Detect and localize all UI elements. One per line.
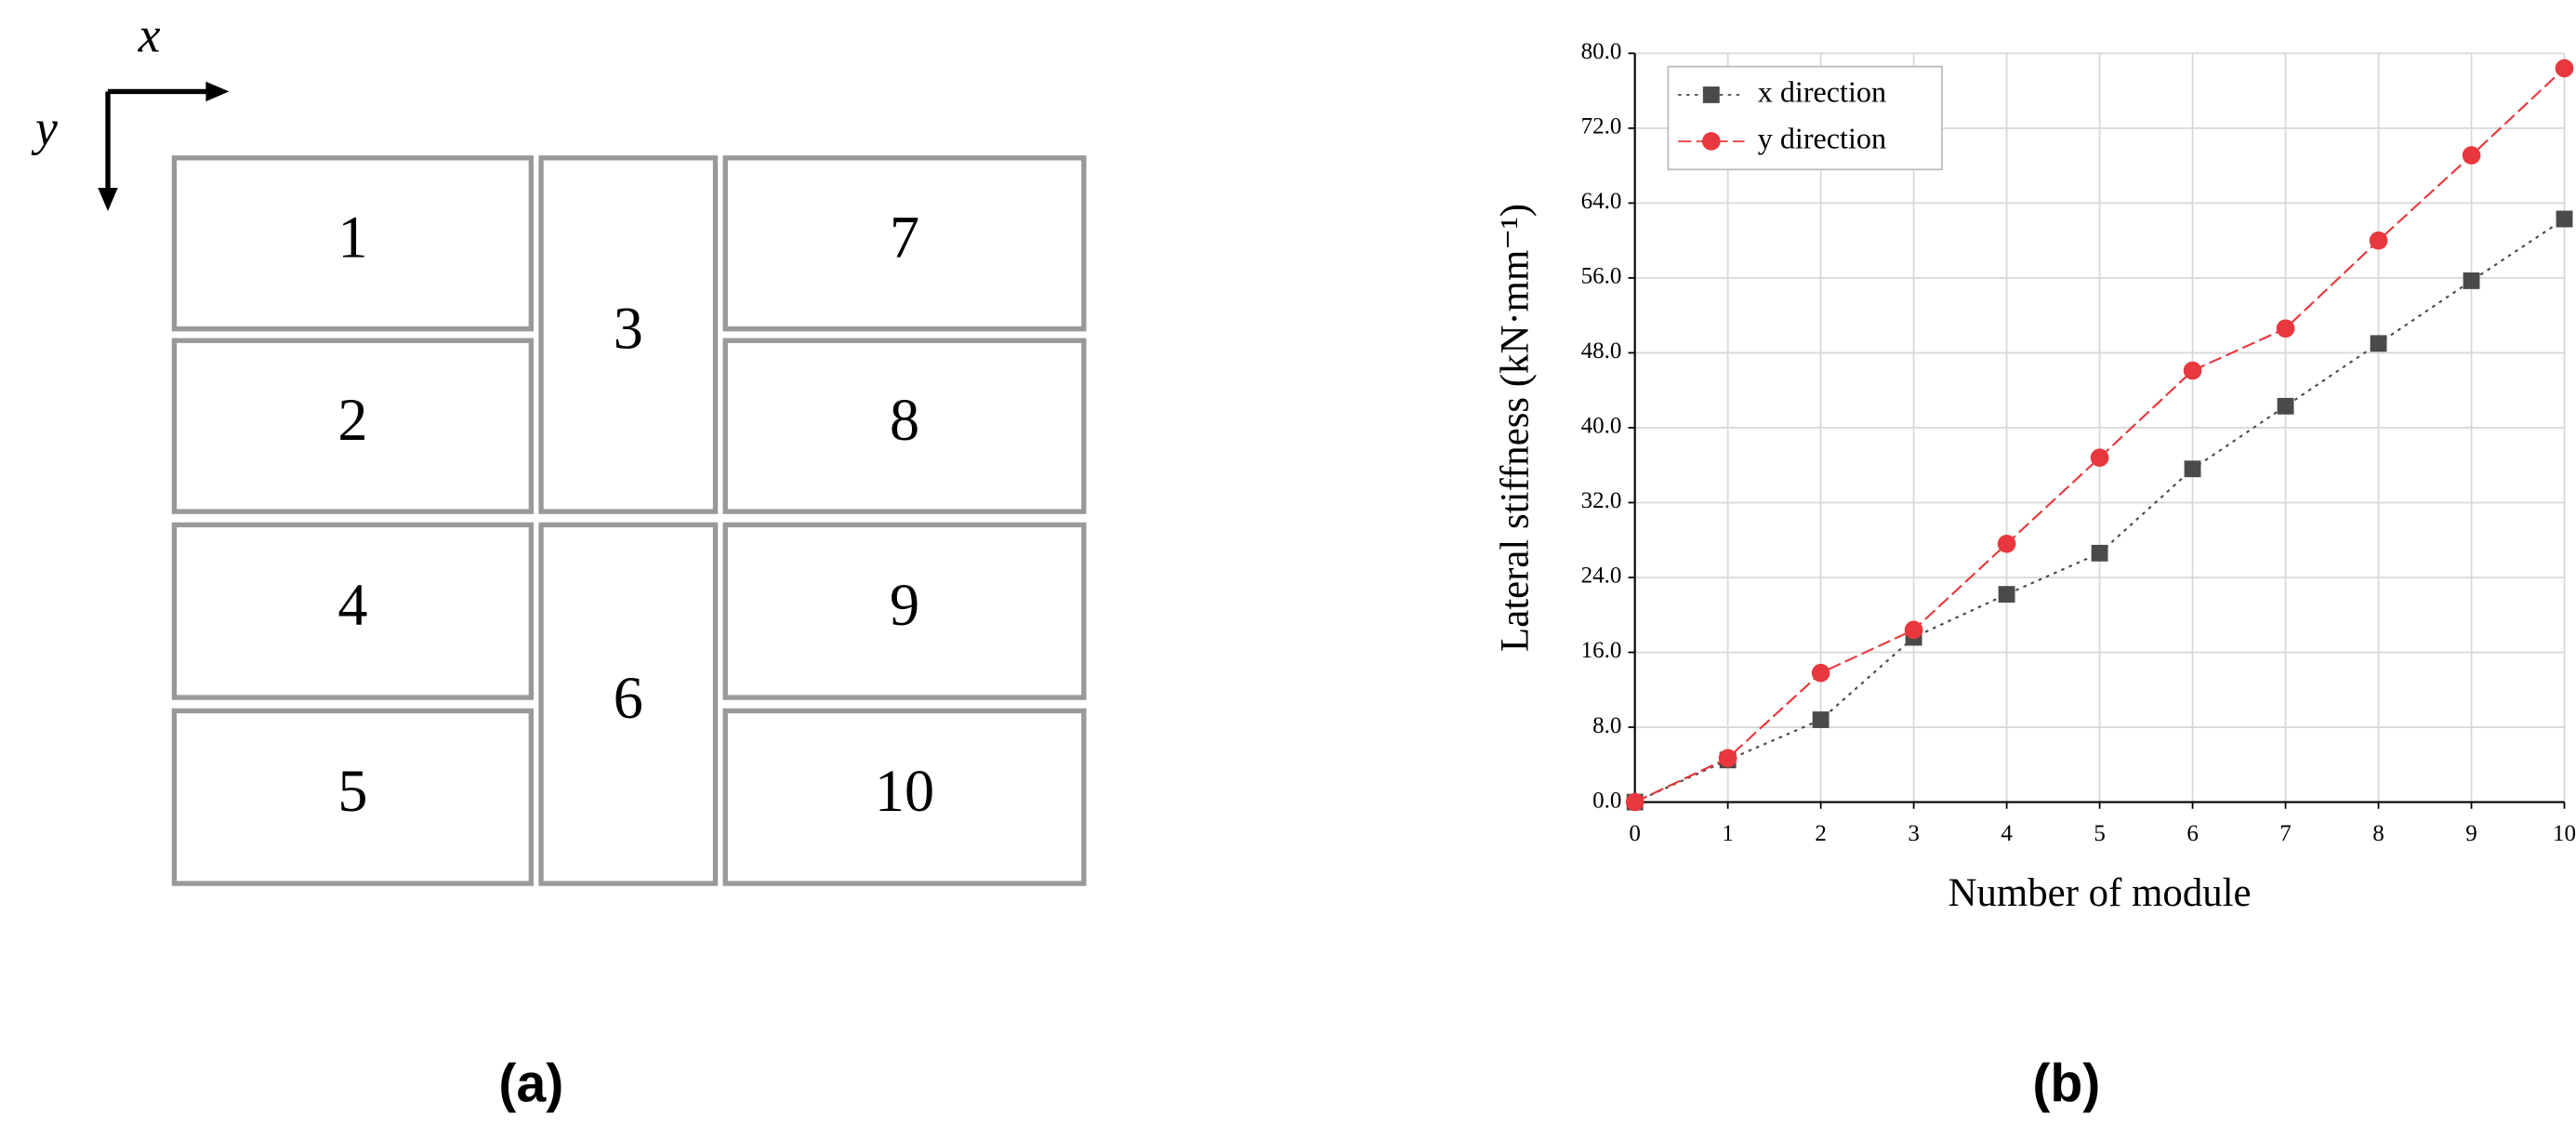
x-tick-label: 5: [2094, 821, 2106, 846]
x-tick-label: 4: [2001, 821, 2013, 846]
legend-label: y direction: [1758, 121, 1886, 154]
module-box: [722, 522, 1087, 700]
module-label: 9: [890, 572, 919, 638]
marker: [2183, 361, 2202, 380]
y-tick-label: 24.0: [1581, 564, 1622, 589]
y-tick-label: 16.0: [1581, 638, 1622, 663]
legend-marker: [1701, 132, 1721, 151]
y-tick-label: 56.0: [1581, 264, 1622, 289]
marker: [2090, 448, 2109, 467]
marker: [2463, 272, 2480, 289]
x-tick-label: 1: [1722, 821, 1734, 846]
marker: [2370, 335, 2387, 352]
y-tick-label: 0.0: [1592, 788, 1621, 813]
module-box: [538, 155, 719, 514]
marker: [2277, 397, 2294, 415]
module-label: 7: [890, 205, 919, 271]
marker: [1718, 749, 1737, 768]
marker: [2369, 231, 2388, 250]
marker: [1997, 534, 2016, 553]
module-label: 3: [614, 296, 643, 362]
y-tick-label: 8.0: [1592, 713, 1621, 738]
y-tick-label: 40.0: [1581, 414, 1622, 439]
marker: [1998, 586, 2015, 604]
module-label: 2: [337, 387, 367, 453]
y-tick-label: 32.0: [1581, 488, 1622, 513]
x-tick-label: 9: [2465, 821, 2477, 846]
x-tick-label: 7: [2279, 821, 2292, 846]
x-tick-label: 3: [1908, 821, 1920, 846]
marker: [1904, 620, 1923, 640]
y-axis-symbol: y: [31, 100, 58, 155]
module-box: [171, 708, 535, 886]
marker: [2184, 460, 2201, 478]
module-label: 1: [337, 205, 367, 271]
marker: [2555, 59, 2574, 78]
module-box: [722, 155, 1087, 332]
y-arrow-head: [98, 187, 118, 211]
x-tick-label: 8: [2372, 821, 2384, 846]
x-tick-label: 6: [2186, 821, 2199, 846]
x-tick-label: 10: [2553, 821, 2576, 846]
marker: [1811, 663, 1830, 683]
module-label: 8: [890, 387, 919, 453]
y-tick-label: 72.0: [1581, 114, 1622, 139]
y-tick-label: 80.0: [1581, 39, 1622, 64]
x-arrow-head: [205, 81, 230, 102]
x-axis-title: Number of module: [1949, 871, 2252, 915]
marker: [2556, 210, 2573, 228]
module-box: [171, 155, 535, 332]
panel-label: (b): [2032, 1055, 2100, 1114]
module-box: [171, 522, 535, 700]
module-box: [171, 338, 535, 514]
marker: [1812, 711, 1830, 728]
legend-label: x direction: [1758, 74, 1886, 108]
module-label: 4: [337, 572, 367, 638]
y-tick-label: 64.0: [1581, 189, 1622, 214]
marker: [2462, 146, 2481, 165]
module-label: 6: [614, 665, 643, 731]
module-box: [538, 522, 719, 886]
module-label: 5: [337, 758, 367, 824]
x-tick-label: 2: [1815, 821, 1827, 846]
legend-marker: [1702, 86, 1720, 103]
marker: [2091, 544, 2108, 562]
marker: [1625, 792, 1645, 812]
y-axis-title: Lateral stiffness (kN·mm⁻¹): [1494, 204, 1538, 652]
x-axis-symbol: x: [138, 7, 161, 62]
marker: [2276, 319, 2295, 338]
y-tick-label: 48.0: [1581, 338, 1622, 364]
legend-box: [1667, 65, 1943, 171]
module-box: [722, 708, 1087, 886]
module-box: [722, 338, 1087, 514]
panel-label: (a): [498, 1055, 563, 1114]
module-label: 10: [875, 758, 934, 824]
x-tick-label: 0: [1629, 821, 1641, 846]
